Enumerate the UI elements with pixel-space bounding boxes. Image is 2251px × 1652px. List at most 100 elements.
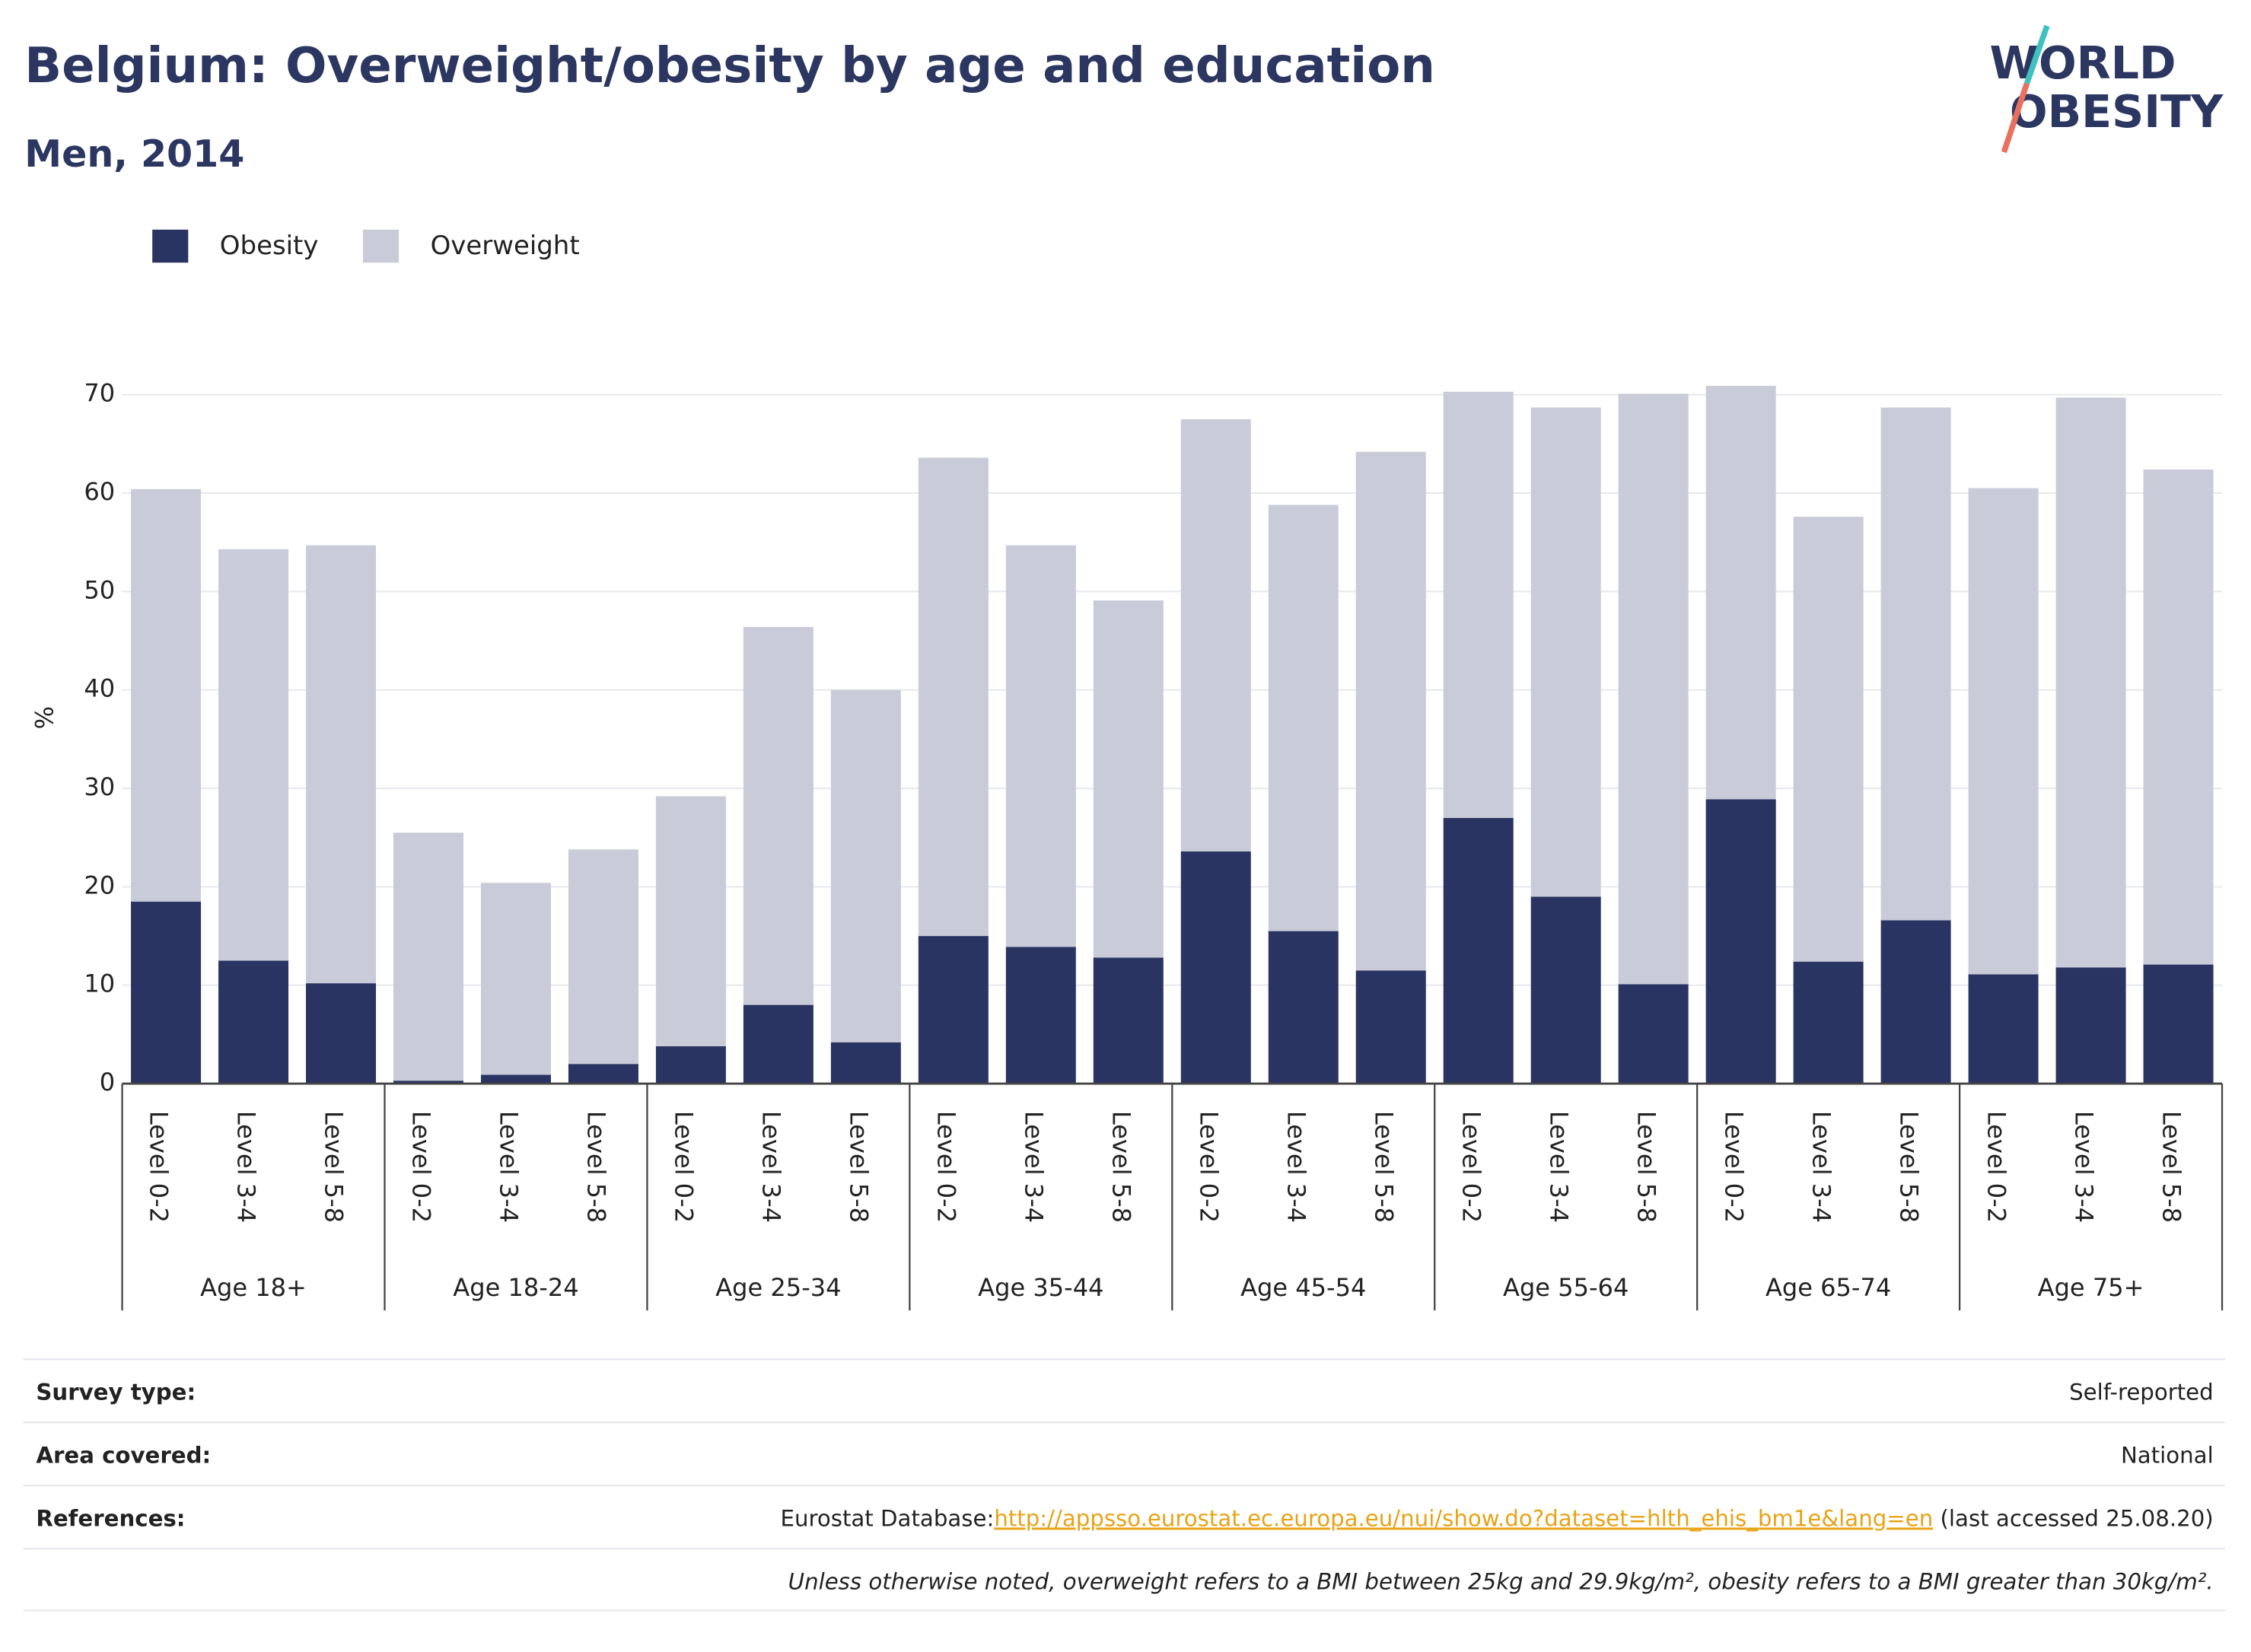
bar [1880, 920, 1951, 1084]
bar [1180, 419, 1251, 851]
x-tick-label: Level 3-4 [1807, 1111, 1836, 1223]
bar [830, 1042, 901, 1084]
logo-slash [2001, 82, 2030, 154]
bar [131, 489, 202, 902]
y-axis-label: % [30, 706, 59, 729]
x-tick-label: Level 5-8 [1632, 1111, 1660, 1223]
bar [1443, 391, 1514, 818]
bar [1618, 984, 1689, 1084]
reference-link[interactable]: http://appsso.eurostat.ec.europa.eu/nui/… [994, 1505, 1933, 1531]
bar [480, 883, 551, 1075]
bar [1530, 896, 1601, 1084]
group-label: Age 75+ [2038, 1273, 2144, 1302]
bar [2055, 397, 2126, 968]
chart-title: Belgium: Overweight/obesity by age and e… [24, 37, 1435, 94]
logo-text: OBESITY [2010, 86, 2224, 138]
bar [655, 1046, 726, 1084]
x-tick-label: Level 3-4 [232, 1111, 261, 1223]
x-tick-label: Level 3-4 [757, 1111, 786, 1223]
bar [655, 796, 726, 1046]
bar [393, 1081, 463, 1084]
bar [2143, 964, 2214, 1084]
bar [568, 1064, 638, 1084]
x-tick-label: Level 0-2 [407, 1111, 436, 1223]
bar [1268, 505, 1339, 931]
legend-label: Overweight [431, 231, 580, 261]
bar [2143, 469, 2214, 965]
bar [918, 936, 989, 1084]
x-tick-label: Level 5-8 [2157, 1111, 2186, 1223]
group-label: Age 65-74 [1765, 1273, 1891, 1302]
bar [218, 549, 289, 961]
group-label: Age 18+ [200, 1273, 307, 1302]
bar [1268, 931, 1339, 1084]
x-tick-label: Level 5-8 [1894, 1111, 1923, 1223]
bar [918, 457, 989, 937]
legend-label: Obesity [220, 231, 319, 261]
y-tick-label: 10 [84, 969, 115, 998]
x-tick-label: Level 0-2 [670, 1111, 699, 1223]
x-tick-label: Level 5-8 [845, 1111, 874, 1223]
footnote: Unless otherwise noted, overweight refer… [788, 1568, 2214, 1594]
y-tick-label: 0 [100, 1068, 115, 1097]
x-tick-label: Level 0-2 [1194, 1111, 1223, 1223]
bar [480, 1074, 551, 1084]
bar [1705, 799, 1776, 1084]
bar [1793, 961, 1864, 1084]
chart-subtitle: Men, 2014 [24, 132, 244, 176]
bar [1355, 451, 1426, 971]
x-tick-label: Level 3-4 [495, 1111, 524, 1223]
bar [1705, 386, 1776, 800]
bar [393, 832, 463, 1081]
bar [1005, 545, 1076, 947]
bar [1005, 947, 1076, 1084]
row-value: Self-reported [2069, 1379, 2214, 1405]
x-tick-label: Level 0-2 [1719, 1111, 1748, 1223]
y-tick-label: 30 [84, 772, 115, 801]
bar [1180, 851, 1251, 1084]
bar [743, 1004, 813, 1084]
row-label: Survey type: [36, 1379, 196, 1405]
x-tick-label: Level 5-8 [1106, 1111, 1135, 1223]
legend-swatch [362, 229, 400, 263]
x-tick-label: Level 0-2 [145, 1111, 174, 1223]
logo-text: WORLD [1989, 37, 2176, 89]
logo-slash [2023, 24, 2050, 84]
bar [131, 901, 202, 1084]
bar [568, 849, 638, 1065]
row-value: Eurostat Database:http://appsso.eurostat… [781, 1505, 2214, 1531]
x-tick-label: Level 0-2 [1982, 1111, 2011, 1223]
x-tick-label: Level 3-4 [1544, 1111, 1573, 1223]
reference-prefix: Eurostat Database: [781, 1505, 995, 1531]
x-tick-label: Level 5-8 [582, 1111, 611, 1223]
bar [1793, 517, 1864, 962]
bar [1618, 393, 1689, 985]
group-label: Age 18-24 [453, 1273, 578, 1302]
bar [743, 626, 813, 1005]
group-label: Age 45-54 [1240, 1273, 1366, 1302]
reference-suffix: (last accessed 25.08.20) [1933, 1505, 2213, 1531]
bar [1880, 407, 1951, 921]
x-tick-label: Level 3-4 [2069, 1111, 2098, 1223]
group-label: Age 35-44 [978, 1273, 1103, 1302]
y-tick-label: 60 [84, 477, 115, 506]
x-tick-label: Level 3-4 [1282, 1111, 1310, 1223]
y-tick-label: 20 [84, 871, 115, 899]
group-label: Age 55-64 [1503, 1273, 1629, 1302]
y-tick-label: 70 [84, 379, 115, 408]
bar [1355, 970, 1426, 1084]
y-tick-label: 40 [84, 674, 115, 703]
x-tick-label: Level 3-4 [1020, 1111, 1049, 1223]
bar [1443, 817, 1514, 1084]
x-tick-label: Level 0-2 [932, 1111, 961, 1223]
legend-swatch [152, 229, 189, 263]
bar [306, 983, 376, 1084]
x-tick-label: Level 5-8 [320, 1111, 349, 1223]
row-label: Area covered: [36, 1442, 211, 1468]
x-tick-label: Level 5-8 [1369, 1111, 1398, 1223]
logo: WORLD OBESITY [1989, 24, 2224, 154]
group-label: Age 25-34 [715, 1273, 841, 1302]
bar [1968, 974, 2039, 1084]
x-tick-label: Level 0-2 [1457, 1111, 1485, 1223]
